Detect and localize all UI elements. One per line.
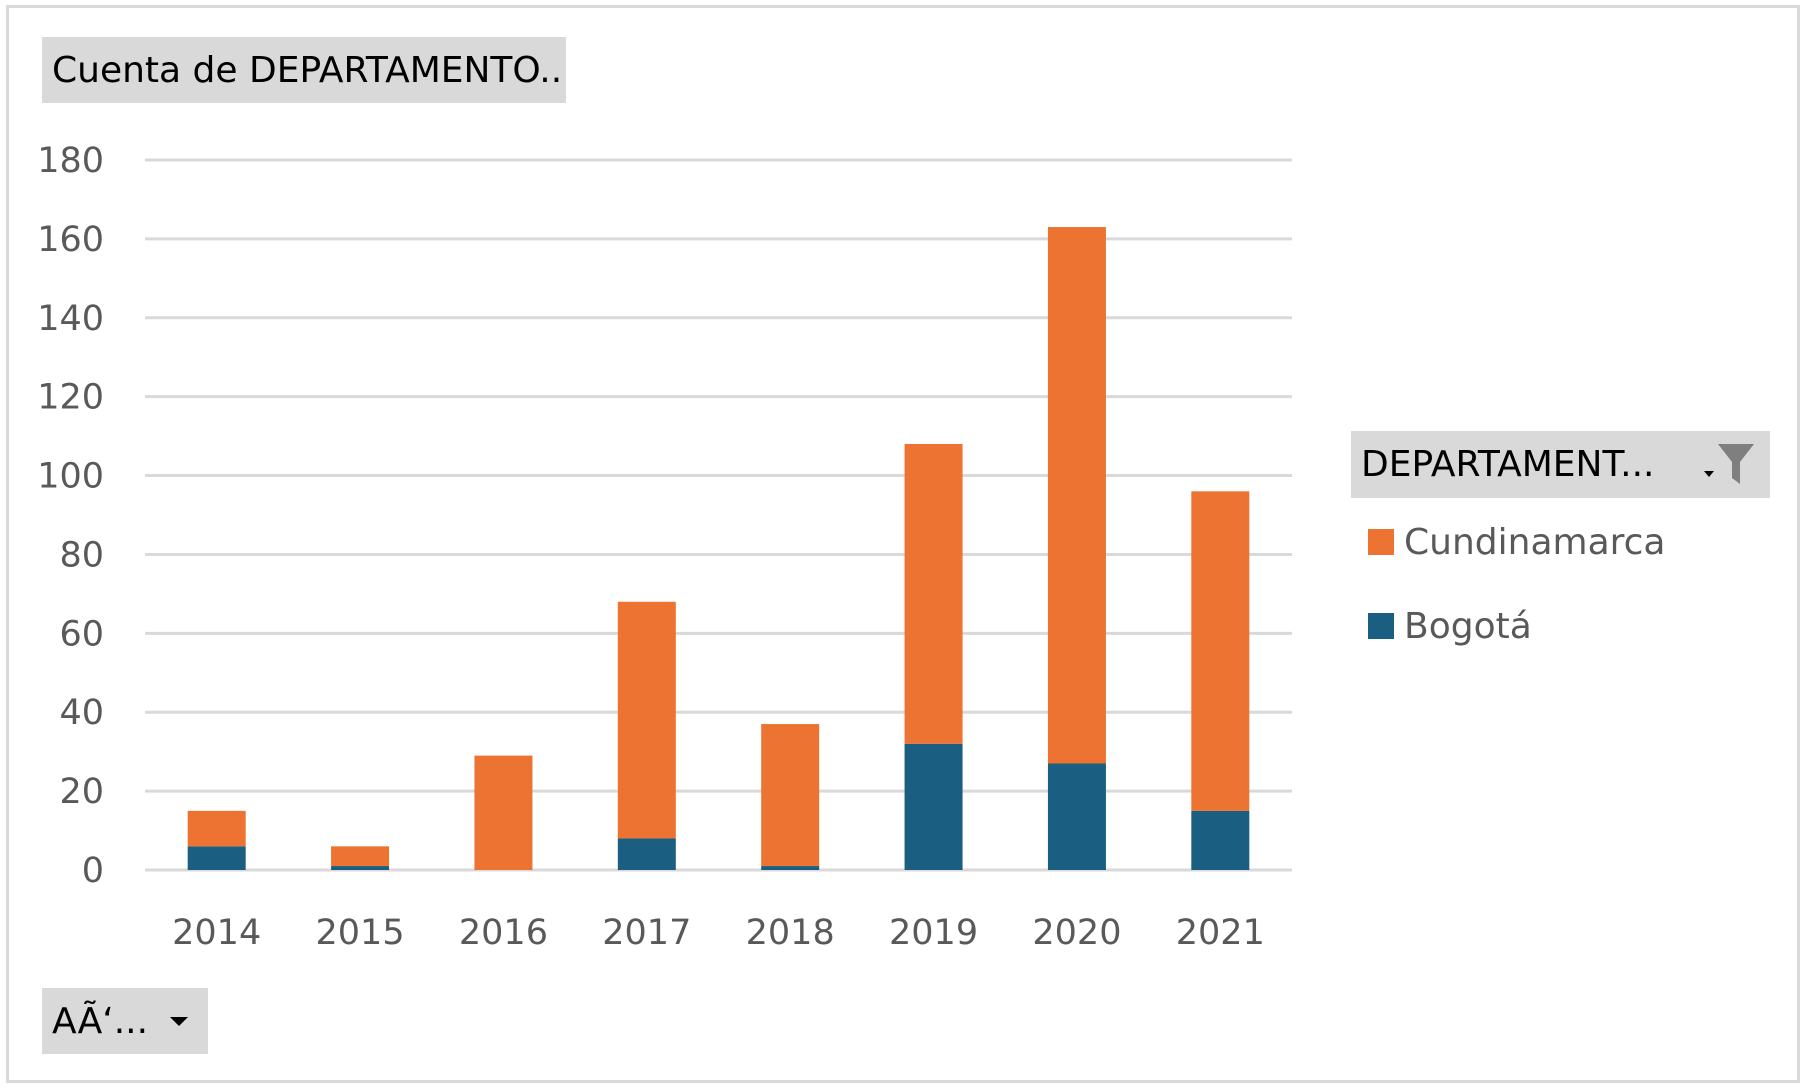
legend-field-button[interactable]: DEPARTAMENT... bbox=[1351, 431, 1770, 498]
y-tick-label: 80 bbox=[59, 535, 104, 575]
axis-field-label: AÃ‘... bbox=[52, 1000, 149, 1042]
x-tick-label: 2016 bbox=[459, 913, 548, 953]
x-axis-tick-labels: 2014 2015 2016 2017 2018 2019 2020 2021 bbox=[172, 913, 1265, 953]
y-axis-tick-labels: 0 20 40 60 80 100 120 140 160 180 bbox=[37, 141, 104, 891]
bar-cundinamarca-2017[interactable] bbox=[617, 601, 676, 839]
bar-bogot-2019[interactable] bbox=[904, 743, 963, 870]
x-tick-label: 2014 bbox=[172, 913, 261, 953]
gridlines bbox=[145, 158, 1292, 872]
bar-bogot-2015[interactable] bbox=[331, 866, 390, 870]
y-tick-label: 100 bbox=[37, 457, 104, 497]
bar-cundinamarca-2014[interactable] bbox=[187, 810, 246, 847]
filter-caret-icon bbox=[1704, 470, 1714, 477]
y-tick-label: 160 bbox=[37, 220, 104, 260]
x-tick-label: 2017 bbox=[602, 913, 691, 953]
y-tick-label: 120 bbox=[37, 378, 104, 418]
bars bbox=[187, 227, 1250, 871]
bar-cundinamarca-2018[interactable] bbox=[761, 724, 820, 867]
chart-area bbox=[6, 5, 1800, 1083]
y-tick-label: 180 bbox=[37, 141, 104, 181]
y-tick-label: 0 bbox=[82, 851, 104, 891]
legend-field-label: DEPARTAMENT... bbox=[1361, 444, 1655, 485]
chart-legend: Cundinamarca Bogotá bbox=[1368, 512, 1768, 680]
legend-item-cundinamarca: Cundinamarca bbox=[1368, 512, 1768, 572]
axis-field-button[interactable]: AÃ‘... bbox=[42, 988, 208, 1054]
bar-bogot-2014[interactable] bbox=[187, 846, 246, 870]
x-tick-label: 2019 bbox=[889, 913, 978, 953]
y-tick-label: 40 bbox=[59, 693, 104, 733]
x-tick-label: 2021 bbox=[1176, 913, 1265, 953]
funnel-icon bbox=[1718, 443, 1754, 484]
bar-bogot-2018[interactable] bbox=[761, 866, 820, 870]
chevron-down-icon[interactable] bbox=[170, 1016, 189, 1026]
legend-swatch-cundinamarca bbox=[1368, 529, 1394, 555]
bar-cundinamarca-2021[interactable] bbox=[1191, 491, 1250, 811]
legend-label-bogota: Bogotá bbox=[1404, 605, 1532, 647]
y-tick-label: 140 bbox=[37, 299, 104, 339]
filter-funnel-icon[interactable] bbox=[1704, 442, 1756, 488]
bar-cundinamarca-2015[interactable] bbox=[331, 846, 390, 867]
y-tick-label: 60 bbox=[59, 614, 104, 654]
x-tick-label: 2015 bbox=[316, 913, 405, 953]
bar-bogot-2021[interactable] bbox=[1191, 810, 1250, 870]
bar-cundinamarca-2020[interactable] bbox=[1047, 227, 1106, 764]
x-tick-label: 2018 bbox=[746, 913, 835, 953]
bar-cundinamarca-2019[interactable] bbox=[904, 444, 963, 744]
legend-item-bogota: Bogotá bbox=[1368, 596, 1768, 656]
x-tick-label: 2020 bbox=[1032, 913, 1121, 953]
legend-label-cundinamarca: Cundinamarca bbox=[1404, 521, 1666, 563]
legend-swatch-bogota bbox=[1368, 613, 1394, 639]
y-tick-label: 20 bbox=[59, 772, 104, 812]
bar-bogot-2020[interactable] bbox=[1047, 763, 1106, 871]
value-field-button[interactable]: Cuenta de DEPARTAMENTO... bbox=[42, 37, 566, 103]
value-field-label: Cuenta de DEPARTAMENTO... bbox=[52, 49, 566, 91]
bar-cundinamarca-2016[interactable] bbox=[474, 755, 533, 870]
bar-bogot-2017[interactable] bbox=[617, 838, 676, 870]
